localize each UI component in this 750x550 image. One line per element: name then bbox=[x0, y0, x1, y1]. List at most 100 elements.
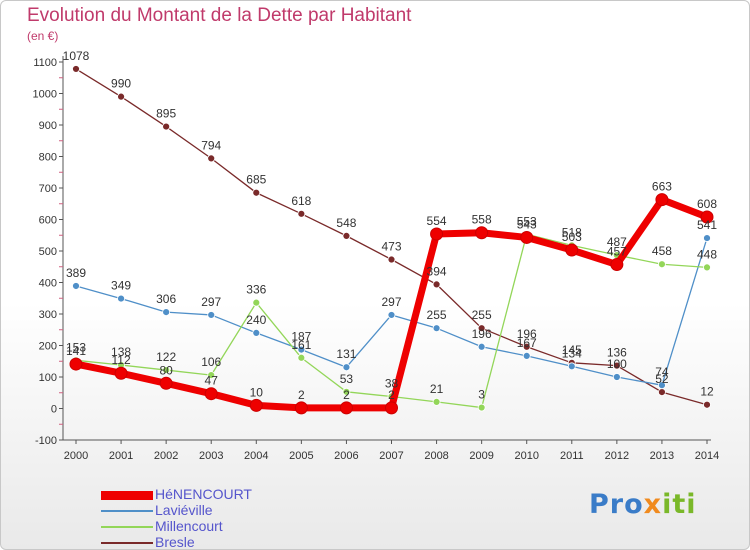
data-point bbox=[297, 209, 306, 218]
legend-label: Bresle bbox=[155, 534, 195, 550]
data-point bbox=[159, 376, 173, 390]
data-point bbox=[655, 193, 669, 207]
data-point bbox=[612, 373, 621, 381]
data-label: 336 bbox=[246, 283, 266, 297]
data-point bbox=[297, 353, 306, 362]
data-label: 389 bbox=[66, 266, 86, 280]
data-label: 255 bbox=[472, 308, 492, 322]
data-label: 38 bbox=[385, 377, 399, 391]
legend-swatch bbox=[101, 490, 153, 500]
data-point bbox=[297, 345, 306, 354]
x-tick-label: 2002 bbox=[154, 450, 178, 462]
data-label: 10 bbox=[250, 385, 264, 399]
data-label: 255 bbox=[427, 308, 447, 322]
data-label: 153 bbox=[66, 340, 86, 354]
data-label: 541 bbox=[697, 218, 717, 232]
data-label: 473 bbox=[381, 240, 401, 254]
legend-swatch bbox=[101, 542, 153, 544]
data-label: 196 bbox=[517, 327, 537, 341]
y-tick-label: 900 bbox=[39, 120, 57, 132]
data-point bbox=[520, 230, 534, 244]
data-label: 167 bbox=[517, 336, 537, 350]
data-point bbox=[162, 122, 171, 131]
data-label: 2 bbox=[343, 388, 350, 402]
y-tick-label: 1100 bbox=[33, 57, 57, 69]
data-point bbox=[658, 388, 666, 397]
data-point bbox=[432, 397, 441, 406]
data-label: 306 bbox=[156, 292, 176, 306]
data-label: 74 bbox=[655, 365, 669, 379]
data-point bbox=[477, 403, 486, 412]
data-point bbox=[207, 311, 216, 319]
y-tick-label: 400 bbox=[39, 278, 57, 290]
data-point bbox=[252, 298, 261, 307]
data-label: 240 bbox=[246, 313, 266, 327]
data-point bbox=[612, 361, 621, 370]
x-tick-label: 2006 bbox=[334, 450, 358, 462]
legend-item: Millencourt bbox=[101, 518, 361, 535]
legend-item: Laviéville bbox=[101, 502, 361, 519]
data-point bbox=[162, 366, 171, 374]
data-label: 618 bbox=[291, 194, 311, 208]
data-point bbox=[204, 387, 218, 401]
legend: HéNENCOURT Laviéville Millencourt Bresle bbox=[101, 486, 361, 550]
data-label: 1078 bbox=[63, 49, 90, 63]
legend-item: Bresle bbox=[101, 534, 361, 550]
data-point bbox=[567, 362, 576, 371]
data-point bbox=[703, 234, 711, 242]
data-point bbox=[117, 92, 125, 101]
y-unit-label: (en €) bbox=[27, 29, 59, 43]
data-point bbox=[294, 401, 308, 415]
x-tick-label: 2013 bbox=[650, 450, 674, 462]
data-label: 80 bbox=[159, 363, 173, 377]
chart-title: Evolution du Montant de la Dette par Hab… bbox=[27, 5, 412, 26]
data-point bbox=[114, 366, 128, 380]
x-tick-label: 2014 bbox=[695, 450, 719, 462]
data-point bbox=[252, 188, 261, 197]
data-point bbox=[249, 398, 263, 412]
x-tick-label: 2009 bbox=[469, 450, 493, 462]
x-tick-label: 2012 bbox=[605, 450, 629, 462]
data-label: 895 bbox=[156, 107, 176, 121]
data-point bbox=[252, 328, 261, 337]
data-point bbox=[387, 311, 396, 319]
x-tick-label: 2001 bbox=[109, 450, 133, 462]
data-point bbox=[430, 227, 444, 241]
legend-label: Millencourt bbox=[155, 518, 223, 534]
legend-swatch bbox=[101, 510, 153, 512]
data-point bbox=[207, 154, 216, 163]
data-label: 503 bbox=[562, 230, 582, 244]
data-point bbox=[342, 363, 351, 372]
data-point bbox=[703, 263, 711, 272]
data-label: 161 bbox=[291, 338, 311, 352]
data-label: 548 bbox=[336, 216, 356, 230]
data-label: 106 bbox=[201, 355, 221, 369]
data-label: 100 bbox=[607, 357, 627, 371]
x-tick-label: 2008 bbox=[424, 450, 448, 462]
data-point bbox=[565, 243, 579, 257]
data-label: 543 bbox=[517, 217, 537, 231]
data-label: 131 bbox=[336, 347, 356, 361]
data-label: 518 bbox=[562, 225, 582, 239]
legend-label: HéNENCOURT bbox=[155, 486, 252, 502]
data-point bbox=[432, 324, 441, 333]
data-label: 394 bbox=[427, 264, 447, 278]
data-label: 553 bbox=[517, 214, 537, 228]
y-tick-label: 700 bbox=[39, 183, 57, 195]
data-point bbox=[477, 342, 486, 351]
y-tick-label: -100 bbox=[35, 435, 57, 447]
y-tick-label: 800 bbox=[39, 152, 57, 164]
data-point bbox=[72, 282, 80, 290]
data-point bbox=[162, 308, 171, 317]
x-tick-label: 2007 bbox=[379, 450, 403, 462]
data-label: 141 bbox=[66, 344, 86, 358]
x-tick-label: 2003 bbox=[199, 450, 223, 462]
data-point bbox=[432, 280, 441, 289]
data-label: 187 bbox=[291, 330, 311, 344]
data-label: 608 bbox=[697, 197, 717, 211]
x-tick-label: 2005 bbox=[289, 450, 313, 462]
data-point bbox=[610, 258, 624, 272]
data-label: 297 bbox=[381, 295, 401, 309]
